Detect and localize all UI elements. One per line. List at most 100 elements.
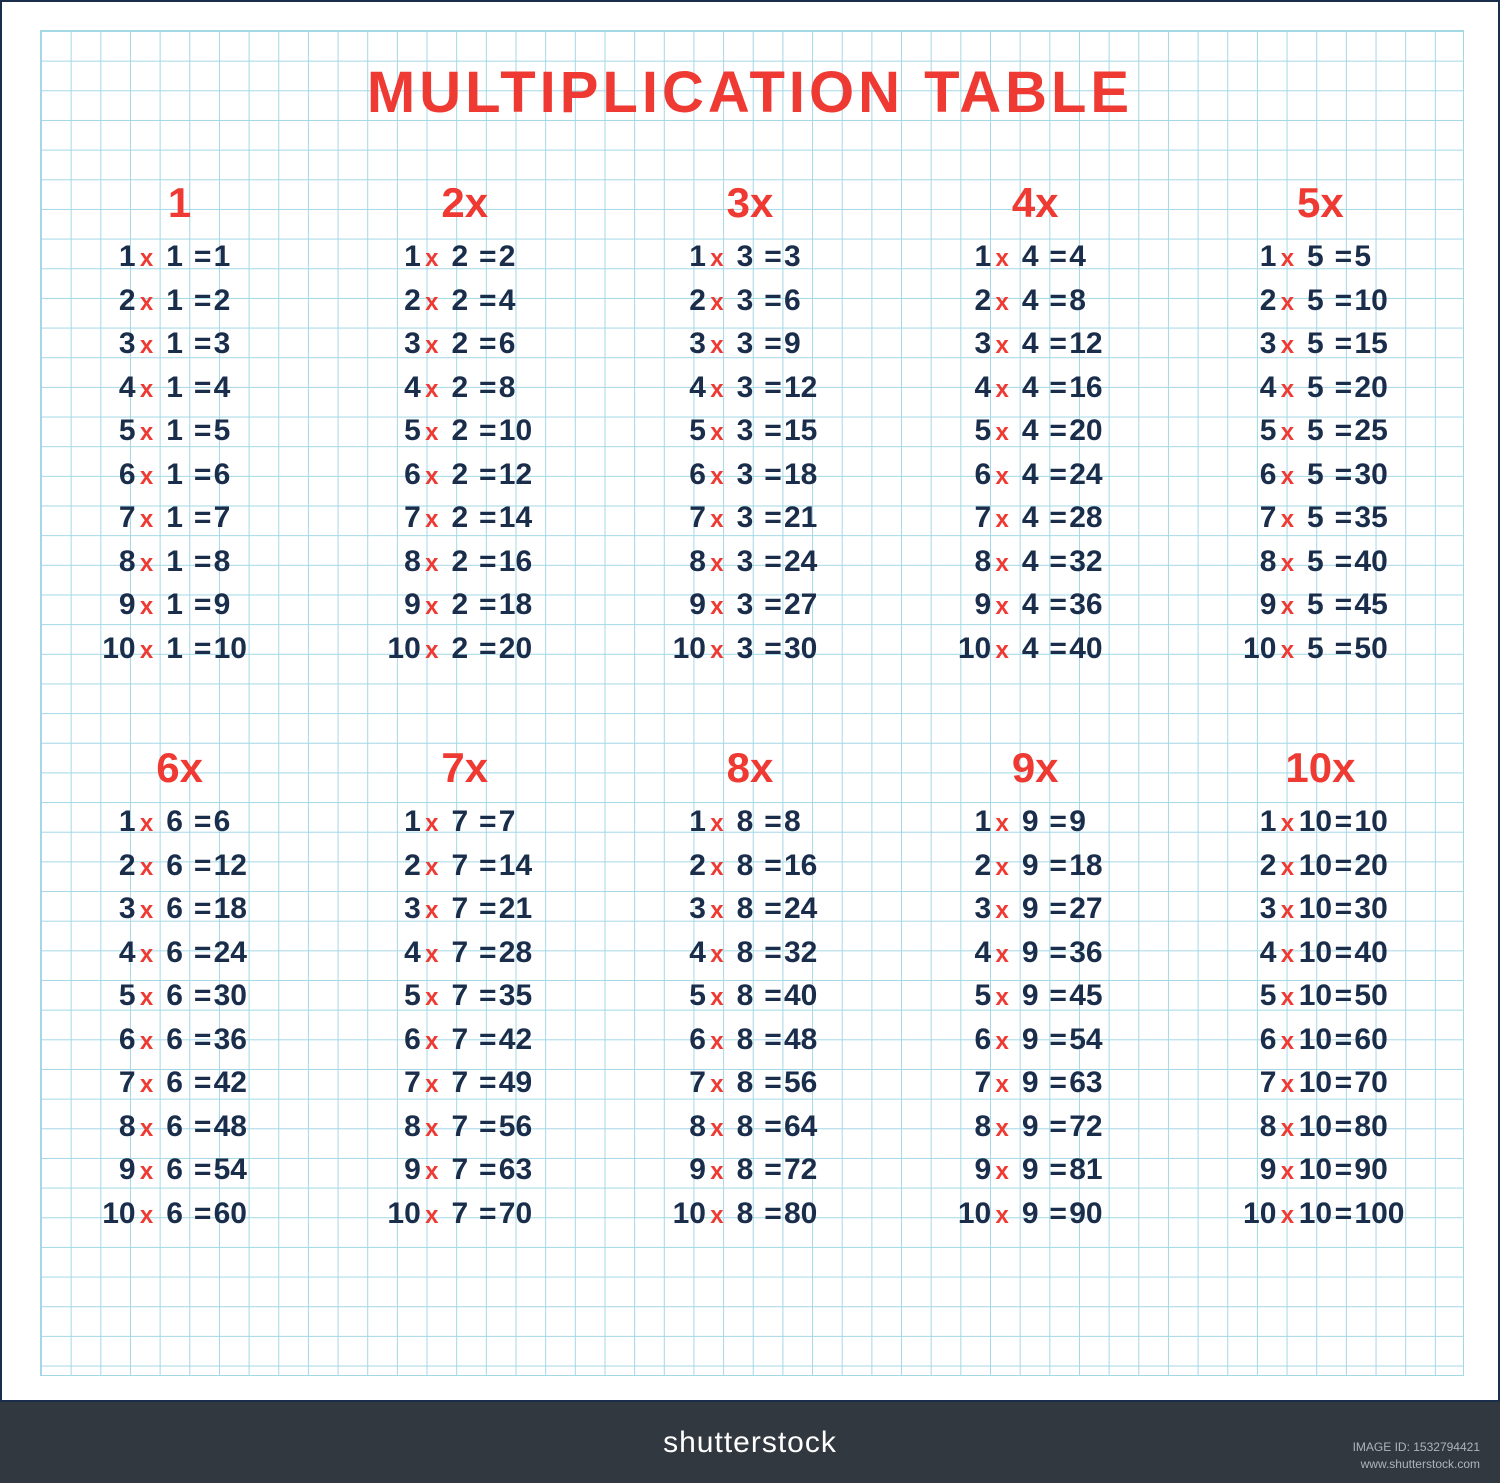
- multiplicand: 5: [957, 977, 991, 1015]
- times-symbol: x: [136, 1070, 158, 1100]
- multiplication-table: 6x1x6=62x6=123x6=184x6=245x6=306x6=367x6…: [42, 747, 317, 1232]
- multiplicand: 7: [1242, 499, 1276, 537]
- table-header: 9x: [1012, 747, 1059, 789]
- equals-symbol: =: [1332, 499, 1354, 537]
- equation-row: 6x10=60: [1242, 1021, 1398, 1059]
- product: 21: [499, 890, 543, 928]
- equals-symbol: =: [1047, 977, 1069, 1015]
- multiplier: 9: [1013, 1064, 1047, 1102]
- equation-row: 3x2=6: [387, 325, 543, 363]
- times-symbol: x: [421, 288, 443, 318]
- footer-url: www.shutterstock.com: [1353, 1456, 1480, 1473]
- times-symbol: x: [421, 375, 443, 405]
- table-rows: 1x8=82x8=163x8=244x8=325x8=406x8=487x8=5…: [672, 803, 828, 1232]
- equation-row: 3x10=30: [1242, 890, 1398, 928]
- times-symbol: x: [1276, 375, 1298, 405]
- multiplicand: 3: [387, 325, 421, 363]
- equation-row: 6x1=6: [102, 456, 258, 494]
- equation-row: 8x9=72: [957, 1108, 1113, 1146]
- multiplier: 7: [443, 1151, 477, 1189]
- product: 24: [784, 890, 828, 928]
- multiplicand: 10: [672, 1195, 706, 1233]
- product: 90: [1069, 1195, 1113, 1233]
- equation-row: 4x9=36: [957, 934, 1113, 972]
- equation-row: 9x4=36: [957, 586, 1113, 624]
- equals-symbol: =: [477, 412, 499, 450]
- product: 14: [499, 847, 543, 885]
- equation-row: 2x6=12: [102, 847, 258, 885]
- multiplicand: 5: [957, 412, 991, 450]
- times-symbol: x: [706, 331, 728, 361]
- equation-row: 4x6=24: [102, 934, 258, 972]
- equation-row: 3x8=24: [672, 890, 828, 928]
- multiplicand: 4: [1242, 369, 1276, 407]
- multiplier: 3: [728, 238, 762, 276]
- equals-symbol: =: [1047, 890, 1069, 928]
- equals-symbol: =: [1332, 847, 1354, 885]
- times-symbol: x: [136, 983, 158, 1013]
- times-symbol: x: [136, 1201, 158, 1231]
- multiplier: 4: [1013, 369, 1047, 407]
- product: 18: [1069, 847, 1113, 885]
- multiplier: 1: [158, 325, 192, 363]
- equals-symbol: =: [762, 1151, 784, 1189]
- times-symbol: x: [706, 592, 728, 622]
- multiplier: 8: [728, 1151, 762, 1189]
- equation-row: 3x6=18: [102, 890, 258, 928]
- product: 9: [784, 325, 828, 363]
- product: 20: [1069, 412, 1113, 450]
- equals-symbol: =: [192, 412, 214, 450]
- multiplier: 10: [1298, 977, 1332, 1015]
- multiplier: 10: [1298, 890, 1332, 928]
- multiplicand: 1: [672, 803, 706, 841]
- multiplier: 2: [443, 282, 477, 320]
- equation-row: 3x4=12: [957, 325, 1113, 363]
- equation-row: 8x7=56: [387, 1108, 543, 1146]
- product: 40: [1354, 934, 1398, 972]
- multiplier: 1: [158, 456, 192, 494]
- multiplicand: 7: [957, 499, 991, 537]
- equals-symbol: =: [477, 803, 499, 841]
- multiplier: 3: [728, 325, 762, 363]
- product: 4: [214, 369, 258, 407]
- multiplicand: 3: [1242, 325, 1276, 363]
- table-rows: 1x5=52x5=103x5=154x5=205x5=256x5=307x5=3…: [1242, 238, 1398, 667]
- product: 3: [784, 238, 828, 276]
- multiplicand: 4: [957, 934, 991, 972]
- times-symbol: x: [136, 1114, 158, 1144]
- multiplier: 8: [728, 1021, 762, 1059]
- product: 21: [784, 499, 828, 537]
- equals-symbol: =: [1332, 1021, 1354, 1059]
- tables-grid: 11x1=12x1=23x1=34x1=45x1=56x1=67x1=78x1=…: [42, 182, 1458, 1232]
- product: 28: [1069, 499, 1113, 537]
- times-symbol: x: [991, 809, 1013, 839]
- equation-row: 2x4=8: [957, 282, 1113, 320]
- product: 80: [784, 1195, 828, 1233]
- multiplier: 4: [1013, 456, 1047, 494]
- multiplicand: 2: [102, 847, 136, 885]
- equation-row: 6x7=42: [387, 1021, 543, 1059]
- product: 81: [1069, 1151, 1113, 1189]
- multiplicand: 6: [387, 1021, 421, 1059]
- multiplier: 10: [1298, 803, 1332, 841]
- equals-symbol: =: [477, 1108, 499, 1146]
- product: 24: [1069, 456, 1113, 494]
- equation-row: 5x5=25: [1242, 412, 1398, 450]
- times-symbol: x: [136, 853, 158, 883]
- equation-row: 1x2=2: [387, 238, 543, 276]
- equation-row: 7x1=7: [102, 499, 258, 537]
- times-symbol: x: [136, 809, 158, 839]
- multiplier: 8: [728, 977, 762, 1015]
- times-symbol: x: [421, 1157, 443, 1187]
- product: 30: [784, 630, 828, 668]
- times-symbol: x: [136, 1027, 158, 1057]
- equation-row: 10x3=30: [672, 630, 828, 668]
- product: 40: [784, 977, 828, 1015]
- multiplier: 10: [1298, 1064, 1332, 1102]
- equation-row: 3x3=9: [672, 325, 828, 363]
- product: 7: [499, 803, 543, 841]
- multiplicand: 3: [102, 325, 136, 363]
- multiplier: 2: [443, 543, 477, 581]
- product: 1: [214, 238, 258, 276]
- footer-image-id: IMAGE ID: 1532794421: [1353, 1439, 1480, 1456]
